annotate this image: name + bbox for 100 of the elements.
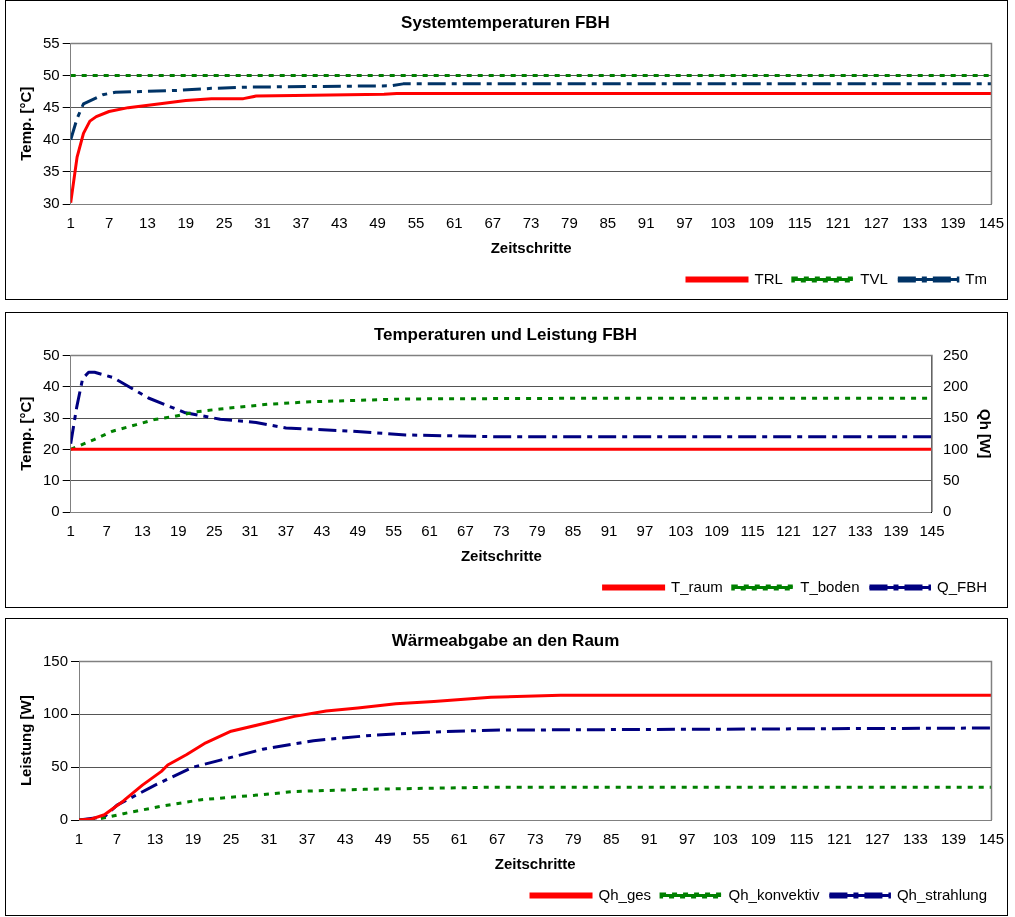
- x-tick-label: 103: [710, 214, 736, 232]
- chart-title: Systemtemperaturen FBH: [401, 12, 610, 32]
- x-tick-label: 25: [205, 522, 223, 540]
- x-tick-label: 1: [74, 830, 84, 848]
- x-tick-label: 109: [704, 522, 730, 540]
- x-tick-label: 73: [526, 830, 544, 848]
- x-tick-label: 115: [787, 214, 812, 232]
- x-tick-label: 127: [863, 214, 889, 232]
- y-axis-title: Temp. [°C]: [17, 396, 35, 471]
- legend-label: Qh_ges: [598, 885, 652, 903]
- x-tick-label: 133: [902, 214, 928, 232]
- x-axis-title: Zeitschritte: [460, 547, 542, 565]
- y2-tick-label: 50: [942, 470, 960, 488]
- x-tick-label: 103: [712, 830, 738, 848]
- x-tick-label: 79: [528, 522, 546, 540]
- y2-tick-label: 0: [942, 502, 952, 520]
- x-tick-label: 61: [421, 522, 438, 540]
- x-tick-label: 139: [940, 830, 966, 848]
- legend-label: Q_FBH: [936, 577, 988, 595]
- x-tick-label: 139: [883, 522, 909, 540]
- x-tick-label: 85: [599, 214, 617, 232]
- x-tick-label: 37: [277, 522, 295, 540]
- x-tick-label: 133: [902, 830, 928, 848]
- x-tick-label: 79: [561, 214, 578, 232]
- x-tick-label: 121: [826, 830, 852, 848]
- x-tick-label: 121: [775, 522, 801, 540]
- y2-tick-label: 100: [942, 439, 968, 457]
- x-tick-label: 49: [369, 214, 386, 232]
- y-tick-label: 30: [43, 194, 60, 212]
- x-tick-label: 37: [292, 214, 310, 232]
- line-series: [70, 370, 932, 446]
- x-tick-label: 145: [919, 522, 945, 540]
- y-tick-label: 40: [43, 129, 60, 147]
- x-axis-title: Zeitschritte: [490, 239, 572, 257]
- y-tick-label: 55: [43, 33, 60, 51]
- x-tick-label: 31: [241, 522, 259, 540]
- y-tick-label: 50: [43, 65, 60, 83]
- x-tick-label: 97: [676, 214, 693, 232]
- x-tick-label: 109: [748, 214, 774, 232]
- line-series: [70, 82, 992, 142]
- x-tick-label: 7: [112, 830, 122, 848]
- chart-title: Temperaturen und Leistung FBH: [373, 324, 638, 344]
- y-tick-label: 150: [43, 651, 69, 669]
- y-axis-title: Leistung [W]: [17, 695, 35, 787]
- y2-tick-label: 200: [942, 376, 968, 394]
- x-tick-label: 91: [640, 830, 658, 848]
- x-tick-label: 121: [825, 214, 851, 232]
- y2-tick-label: 250: [942, 345, 968, 363]
- x-tick-label: 97: [678, 830, 696, 848]
- x-tick-label: 145: [978, 830, 1004, 848]
- y-tick-label: 45: [43, 97, 60, 115]
- x-tick-label: 1: [66, 522, 75, 540]
- y-tick-label: 0: [59, 810, 69, 828]
- x-tick-label: 133: [847, 522, 873, 540]
- x-tick-label: 109: [750, 830, 776, 848]
- legend-label: Qh_konvektiv: [728, 885, 820, 903]
- x-tick-label: 13: [134, 522, 151, 540]
- x-tick-label: 115: [740, 522, 765, 540]
- x-tick-label: 85: [602, 830, 620, 848]
- y-tick-label: 35: [43, 162, 60, 180]
- y-tick-label: 20: [43, 439, 60, 457]
- x-tick-label: 7: [104, 214, 114, 232]
- x-tick-label: 55: [412, 830, 430, 848]
- x-tick-label: 61: [446, 214, 463, 232]
- x-tick-label: 91: [600, 522, 618, 540]
- legend-label: Qh_strahlung: [896, 885, 987, 903]
- x-tick-label: 19: [177, 214, 195, 232]
- chart-title: Wärmeabgabe an den Raum: [391, 630, 620, 650]
- x-tick-label: 43: [330, 214, 348, 232]
- x-tick-label: 115: [789, 830, 814, 848]
- y-axis-title: Temp. [°C]: [17, 86, 35, 161]
- y2-tick-label: 150: [942, 408, 968, 426]
- legend-label: TRL: [754, 269, 783, 287]
- x-tick-label: 73: [492, 522, 510, 540]
- x-tick-label: 19: [184, 830, 202, 848]
- x-tick-label: 49: [349, 522, 367, 540]
- x-tick-label: 139: [940, 214, 966, 232]
- x-tick-label: 127: [811, 522, 837, 540]
- x-tick-label: 55: [407, 214, 425, 232]
- legend-label: TVL: [860, 269, 888, 287]
- y-tick-label: 50: [43, 345, 60, 363]
- x-tick-label: 55: [385, 522, 403, 540]
- y-tick-label: 100: [43, 704, 69, 722]
- x-tick-label: 13: [146, 830, 164, 848]
- x-tick-label: 67: [488, 830, 506, 848]
- y-tick-label: 0: [51, 502, 60, 520]
- x-tick-label: 7: [102, 522, 111, 540]
- x-tick-label: 97: [636, 522, 654, 540]
- y-tick-label: 10: [43, 470, 60, 488]
- x-tick-label: 31: [254, 214, 271, 232]
- x-tick-label: 85: [564, 522, 582, 540]
- x-tick-label: 103: [668, 522, 694, 540]
- legend-label: Tm: [965, 269, 988, 287]
- legend-label: T_boden: [800, 577, 860, 595]
- x-tick-label: 79: [564, 830, 582, 848]
- x-tick-label: 25: [222, 830, 240, 848]
- x-tick-label: 91: [637, 214, 655, 232]
- x-tick-label: 49: [374, 830, 392, 848]
- x-tick-label: 145: [978, 214, 1004, 232]
- x-tick-label: 25: [215, 214, 233, 232]
